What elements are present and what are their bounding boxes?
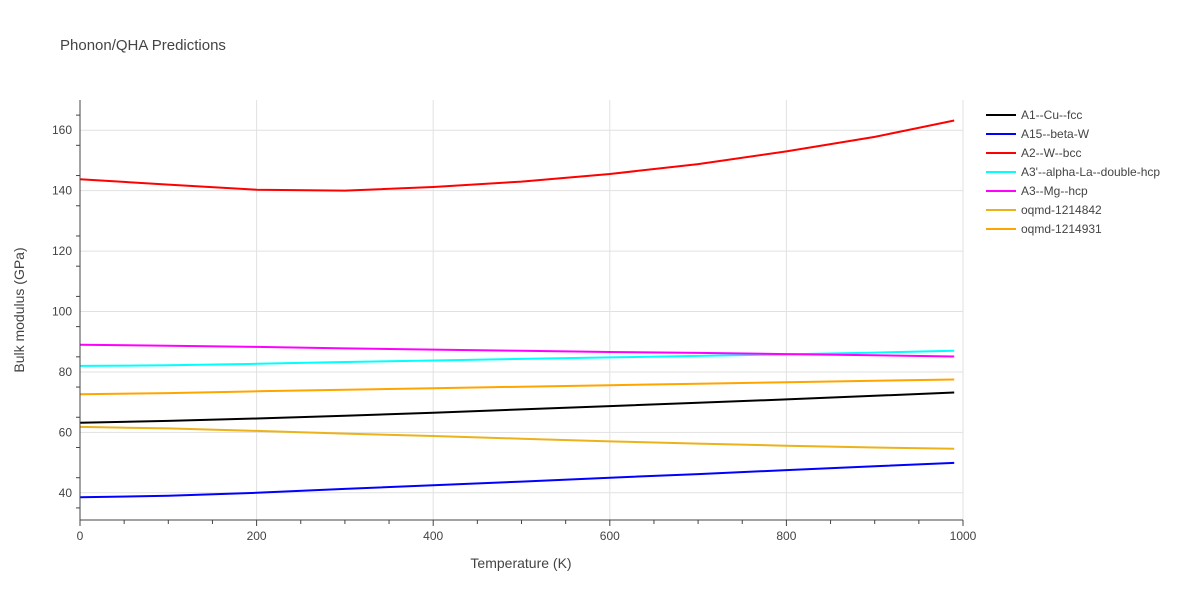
legend-label: oqmd-1214931 bbox=[1021, 222, 1102, 236]
chart-title: Phonon/QHA Predictions bbox=[60, 37, 226, 54]
legend-item[interactable]: A15--beta-W bbox=[986, 127, 1090, 141]
x-tick-label: 800 bbox=[776, 529, 796, 543]
y-tick-label: 140 bbox=[52, 184, 72, 198]
x-tick-label: 1000 bbox=[950, 529, 977, 543]
x-tick-label: 600 bbox=[600, 529, 620, 543]
x-tick-label: 200 bbox=[247, 529, 267, 543]
legend-label: A15--beta-W bbox=[1021, 127, 1090, 141]
series-line bbox=[79, 378, 955, 396]
series-line bbox=[79, 391, 955, 424]
y-axis-title: Bulk modulus (GPa) bbox=[11, 247, 27, 372]
series-line bbox=[79, 119, 955, 192]
y-tick-label: 60 bbox=[59, 425, 73, 439]
legend-label: oqmd-1214842 bbox=[1021, 203, 1102, 217]
legend[interactable]: A1--Cu--fcc A15--beta-W A2--W--bcc A3'--alp… bbox=[986, 108, 1160, 236]
series-layer bbox=[79, 119, 955, 499]
series-line bbox=[79, 425, 955, 450]
x-tick-label: 0 bbox=[77, 529, 84, 543]
y-tick-label: 160 bbox=[52, 123, 72, 137]
legend-item[interactable]: A1--Cu--fcc bbox=[986, 108, 1082, 122]
x-tick-label: 400 bbox=[423, 529, 443, 543]
legend-label: A3'--alpha-La--double-hcp bbox=[1021, 165, 1160, 179]
grid-layer bbox=[80, 100, 964, 520]
legend-item[interactable]: A3'--alpha-La--double-hcp bbox=[986, 165, 1160, 179]
legend-item[interactable]: A3--Mg--hcp bbox=[986, 184, 1088, 198]
legend-item[interactable]: oqmd-1214842 bbox=[986, 203, 1102, 217]
series-line bbox=[79, 461, 955, 499]
y-tick-label: 120 bbox=[52, 244, 72, 258]
legend-label: A3--Mg--hcp bbox=[1021, 184, 1088, 198]
legend-label: A1--Cu--fcc bbox=[1021, 108, 1082, 122]
series-line bbox=[79, 349, 955, 367]
y-tick-label: 100 bbox=[52, 305, 72, 319]
y-tick-label: 80 bbox=[59, 365, 73, 379]
legend-item[interactable]: oqmd-1214931 bbox=[986, 222, 1102, 236]
legend-item[interactable]: A2--W--bcc bbox=[986, 146, 1081, 160]
x-axis-title: Temperature (K) bbox=[470, 555, 571, 571]
y-tick-label: 40 bbox=[59, 486, 73, 500]
series-line bbox=[79, 343, 955, 358]
legend-label: A2--W--bcc bbox=[1021, 146, 1081, 160]
axis-layer: 0 200 400 600 800 1000 40 60 80 100 120 140 160 bbox=[52, 100, 977, 543]
